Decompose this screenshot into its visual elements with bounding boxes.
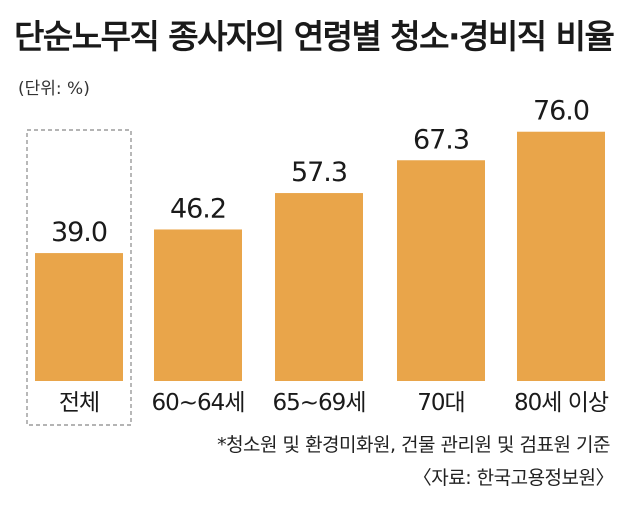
bar-1 [35,253,123,381]
bar-2 [154,229,242,381]
bar-2-value-label: 46.2 [170,193,226,224]
footnote: *청소원 및 환경미화원, 건물 관리원 및 검표원 기준 [217,434,610,456]
bar-4 [397,160,485,381]
chart-title: 단순노무직 종사자의 연령별 청소·경비직 비율 [14,17,615,56]
source-note: 〈자료: 한국고용정보원〉 [412,467,615,489]
bar-4-value-label: 67.3 [413,124,469,155]
bar-2-category-label: 60~64세 [152,390,245,416]
bar-1-category-label: 전체 [59,390,99,416]
bar-3-category-label: 65~69세 [273,390,366,416]
bar-5-category-label: 80세 이상 [514,390,609,416]
bar-5 [517,131,605,381]
bar-3-value-label: 57.3 [291,157,347,188]
unit-label: (단위: %) [18,79,90,99]
bar-1-value-label: 39.0 [51,217,107,248]
bar-5-value-label: 76.0 [533,96,589,127]
bar-4-category-label: 70대 [417,390,464,416]
bar-3 [275,193,363,381]
highlight-box [26,129,132,426]
